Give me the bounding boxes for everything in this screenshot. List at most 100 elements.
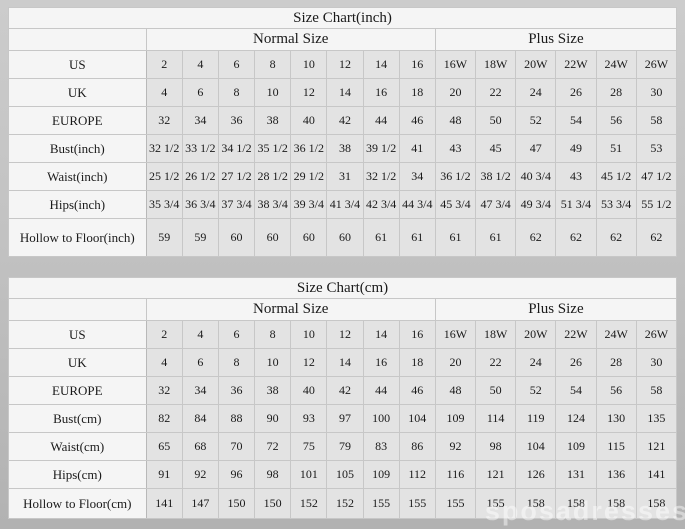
size-cell: 68 — [181, 432, 219, 461]
size-cell: 6 — [181, 348, 219, 377]
row-label: EUROPE — [8, 106, 147, 135]
size-cell: 54 — [555, 376, 597, 405]
size-cell: 45 1/2 — [595, 162, 637, 191]
size-cell: 126 — [515, 460, 557, 489]
size-cell: 150 — [254, 488, 292, 519]
size-cell: 24W — [595, 50, 637, 79]
size-cell: 14 — [326, 348, 364, 377]
column-group-label: Normal Size — [145, 28, 436, 51]
size-cell: 28 — [595, 348, 637, 377]
size-cell: 116 — [434, 460, 477, 489]
size-cell: 54 — [555, 106, 597, 135]
size-cell: 26 1/2 — [181, 162, 219, 191]
size-cell: 16 — [398, 50, 436, 79]
size-cell: 8 — [217, 78, 256, 107]
size-cell: 4 — [181, 320, 219, 349]
size-cell: 38 3/4 — [254, 190, 292, 219]
size-chart-inch-table: Size Chart(inch) Normal Size Plus Size US 2 4… — [8, 7, 678, 257]
size-cell: 44 — [362, 376, 400, 405]
size-cell: 50 — [475, 106, 517, 135]
title-row: Size Chart(cm) — [8, 277, 677, 299]
size-cell: 52 — [515, 106, 557, 135]
size-cell: 141 — [635, 460, 678, 489]
table-title: Size Chart(inch) — [8, 7, 677, 29]
size-cell: 42 — [326, 106, 364, 135]
size-cell: 34 — [398, 162, 436, 191]
size-cell: 131 — [555, 460, 597, 489]
size-cell: 124 — [555, 404, 597, 433]
size-cell: 28 — [595, 78, 637, 107]
size-cell: 40 3/4 — [515, 162, 557, 191]
size-cell: 75 — [290, 432, 328, 461]
size-cell: 14 — [362, 320, 400, 349]
size-cell: 32 — [145, 106, 183, 135]
size-cell: 48 — [434, 376, 477, 405]
size-cell: 109 — [555, 432, 597, 461]
size-cell: 32 1/2 — [362, 162, 400, 191]
size-cell: 28 1/2 — [254, 162, 292, 191]
size-cell: 158 — [595, 488, 637, 519]
table-row: UK 4 6 8 10 12 14 16 18 20 22 24 26 28 30 — [8, 348, 678, 377]
size-cell: 47 3/4 — [475, 190, 517, 219]
size-cell: 65 — [145, 432, 183, 461]
size-cell: 44 3/4 — [398, 190, 436, 219]
size-cell: 22W — [555, 50, 597, 79]
size-cell: 84 — [181, 404, 219, 433]
table-row: Waist(cm) 65 68 70 72 75 79 83 86 92 98 104 109 115 12… — [8, 432, 678, 461]
size-cell: 26W — [635, 320, 678, 349]
size-cell: 88 — [217, 404, 256, 433]
size-cell: 16W — [434, 50, 477, 79]
row-label: Bust(cm) — [8, 404, 147, 433]
size-cell: 105 — [326, 460, 364, 489]
size-cell: 18W — [475, 50, 517, 79]
table-row: US 2 4 6 8 10 12 14 16 16W 18W 20W 22W 24W 26W — [8, 320, 678, 349]
size-cell: 40 — [290, 106, 328, 135]
size-chart-cm-table: Size Chart(cm) Normal Size Plus Size US 2 4 6 8… — [8, 277, 678, 519]
size-cell: 37 3/4 — [217, 190, 256, 219]
size-cell: 2 — [145, 320, 183, 349]
column-group-label: Normal Size — [145, 298, 436, 321]
size-cell: 155 — [362, 488, 400, 519]
size-cell: 91 — [145, 460, 183, 489]
size-cell: 46 — [398, 376, 436, 405]
size-cell: 152 — [326, 488, 364, 519]
size-cell: 152 — [290, 488, 328, 519]
size-cell: 61 — [362, 218, 400, 257]
size-cell: 10 — [254, 78, 292, 107]
size-cell: 59 — [181, 218, 219, 257]
table-row: US 2 4 6 8 10 12 14 16 16W 18W 20W 22W 24W 26W — [8, 50, 678, 79]
size-cell: 22 — [475, 78, 517, 107]
size-cell: 51 3/4 — [555, 190, 597, 219]
size-cell: 93 — [290, 404, 328, 433]
size-cell: 10 — [254, 348, 292, 377]
size-cell: 22W — [555, 320, 597, 349]
title-row: Size Chart(inch) — [8, 7, 677, 29]
size-cell: 24 — [515, 348, 557, 377]
size-cell: 45 — [475, 134, 517, 163]
size-cell: 24W — [595, 320, 637, 349]
size-cell: 8 — [254, 50, 292, 79]
table-row: Waist(inch) 25 1/2 26 1/2 27 1/2 28 1/2 29 1/… — [8, 162, 678, 191]
size-cell: 52 — [515, 376, 557, 405]
table-row: Bust(inch) 32 1/2 33 1/2 34 1/2 35 1/2 36 1/2… — [8, 134, 678, 163]
size-cell: 36 1/2 — [290, 134, 328, 163]
size-cell: 58 — [635, 376, 678, 405]
group-header-row: Normal Size Plus Size — [8, 28, 678, 51]
size-cell: 6 — [217, 320, 256, 349]
size-cell: 12 — [290, 348, 328, 377]
size-cell: 43 — [555, 162, 597, 191]
size-cell: 12 — [326, 320, 364, 349]
size-cell: 104 — [515, 432, 557, 461]
size-cell: 8 — [254, 320, 292, 349]
size-cell: 109 — [362, 460, 400, 489]
size-cell: 70 — [217, 432, 256, 461]
size-cell: 112 — [398, 460, 436, 489]
size-cell: 20W — [515, 320, 557, 349]
column-group-label: Plus Size — [434, 28, 678, 51]
row-label: Hips(inch) — [8, 190, 147, 219]
size-cell: 2 — [145, 50, 183, 79]
size-cell: 34 — [181, 376, 219, 405]
size-cell: 115 — [595, 432, 637, 461]
size-cell: 158 — [555, 488, 597, 519]
row-label: UK — [8, 78, 147, 107]
